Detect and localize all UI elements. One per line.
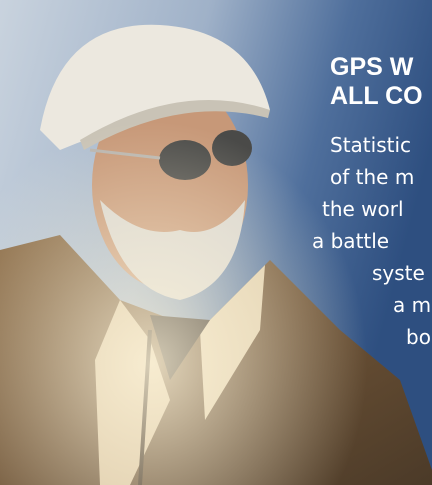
body-text: the worl <box>322 197 404 221</box>
body-text: bo <box>406 325 431 349</box>
page: GPS W ALL CO Statistic of the m the worl… <box>0 0 432 485</box>
body-text: a battle <box>312 229 389 253</box>
body-text: a m <box>393 293 431 317</box>
photo-spread: GPS W ALL CO Statistic of the m the worl… <box>0 0 432 485</box>
body-text: of the m <box>330 165 414 189</box>
body-text: Statistic <box>330 133 411 157</box>
headline: GPS W <box>330 53 414 81</box>
body-text: syste <box>372 261 425 285</box>
headline: ALL CO <box>330 82 423 110</box>
